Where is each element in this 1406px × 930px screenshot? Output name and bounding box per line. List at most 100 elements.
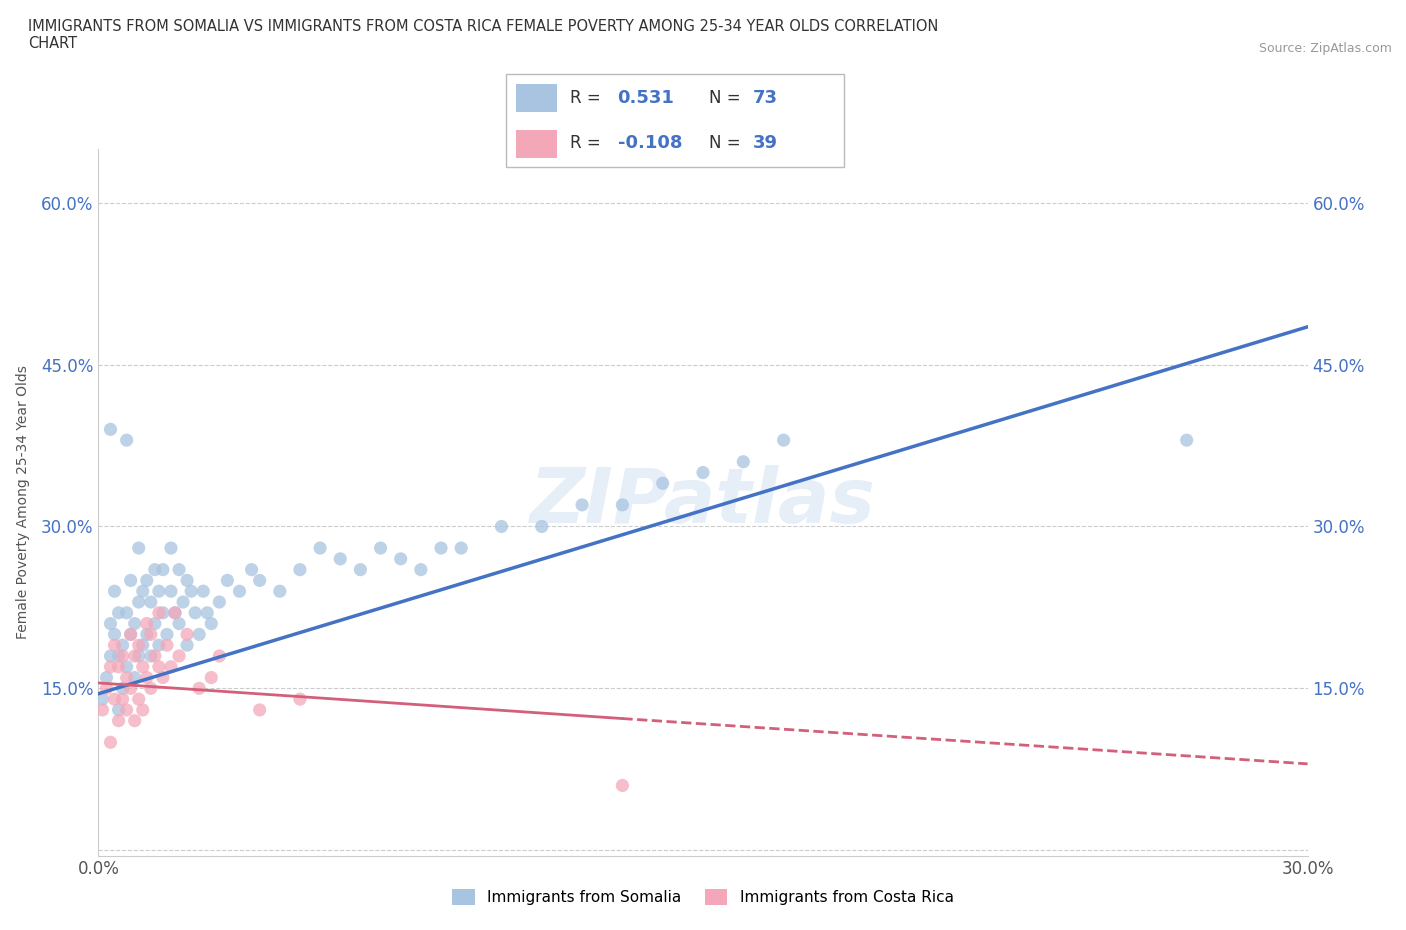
Point — [530, 519, 553, 534]
Point — [107, 659, 129, 674]
Point — [91, 692, 114, 707]
Point — [309, 540, 332, 555]
Point — [135, 617, 157, 631]
Point — [269, 584, 291, 599]
Point — [288, 563, 311, 578]
Text: R =: R = — [571, 88, 606, 107]
Point — [167, 617, 190, 631]
Point — [100, 617, 122, 631]
Point — [228, 584, 250, 599]
Point — [115, 432, 138, 447]
Text: IMMIGRANTS FROM SOMALIA VS IMMIGRANTS FROM COSTA RICA FEMALE POVERTY AMONG 25-34: IMMIGRANTS FROM SOMALIA VS IMMIGRANTS FR… — [28, 19, 938, 51]
Point — [188, 627, 211, 642]
Point — [132, 659, 155, 674]
Point — [288, 692, 311, 707]
Point — [115, 702, 138, 717]
Point — [148, 605, 170, 620]
Point — [96, 681, 118, 696]
Point — [100, 648, 122, 663]
Point — [115, 605, 138, 620]
Point — [135, 627, 157, 642]
Point — [100, 659, 122, 674]
Point — [143, 617, 166, 631]
Point — [132, 638, 155, 653]
Point — [156, 638, 179, 653]
Point — [200, 671, 222, 685]
Point — [100, 735, 122, 750]
Point — [240, 563, 263, 578]
Point — [612, 498, 634, 512]
Point — [188, 681, 211, 696]
Point — [143, 563, 166, 578]
Text: 39: 39 — [752, 134, 778, 153]
Point — [124, 617, 146, 631]
Point — [128, 648, 150, 663]
Point — [692, 465, 714, 480]
Point — [120, 573, 142, 588]
Point — [107, 713, 129, 728]
Point — [370, 540, 392, 555]
Point — [91, 702, 114, 717]
Text: N =: N = — [709, 88, 745, 107]
Point — [571, 498, 593, 512]
Point — [103, 584, 125, 599]
Point — [120, 627, 142, 642]
Point — [651, 476, 673, 491]
Point — [139, 648, 162, 663]
Legend: Immigrants from Somalia, Immigrants from Costa Rica: Immigrants from Somalia, Immigrants from… — [446, 884, 960, 911]
Point — [115, 671, 138, 685]
Point — [139, 627, 162, 642]
Point — [103, 692, 125, 707]
FancyBboxPatch shape — [516, 130, 557, 158]
Point — [132, 702, 155, 717]
Point — [128, 692, 150, 707]
Point — [111, 648, 134, 663]
Point — [349, 563, 371, 578]
Point — [111, 692, 134, 707]
Y-axis label: Female Poverty Among 25-34 Year Olds: Female Poverty Among 25-34 Year Olds — [15, 365, 30, 639]
Text: 73: 73 — [752, 88, 778, 107]
Point — [107, 648, 129, 663]
Point — [128, 594, 150, 609]
Point — [163, 605, 186, 620]
Point — [96, 671, 118, 685]
Point — [128, 540, 150, 555]
Point — [208, 594, 231, 609]
FancyBboxPatch shape — [516, 84, 557, 112]
Point — [180, 584, 202, 599]
Point — [100, 422, 122, 437]
Point — [1175, 432, 1198, 447]
Point — [217, 573, 239, 588]
Point — [152, 605, 174, 620]
Point — [612, 778, 634, 793]
Point — [733, 454, 755, 469]
Point — [160, 584, 183, 599]
Point — [329, 551, 352, 566]
Point — [124, 713, 146, 728]
Point — [124, 671, 146, 685]
Point — [160, 659, 183, 674]
Point — [208, 648, 231, 663]
Point — [450, 540, 472, 555]
Point — [135, 573, 157, 588]
Point — [148, 659, 170, 674]
Text: N =: N = — [709, 134, 745, 153]
Text: Source: ZipAtlas.com: Source: ZipAtlas.com — [1258, 42, 1392, 55]
Point — [160, 540, 183, 555]
Point — [163, 605, 186, 620]
Point — [148, 584, 170, 599]
Point — [120, 681, 142, 696]
Point — [128, 638, 150, 653]
Text: -0.108: -0.108 — [617, 134, 682, 153]
Point — [195, 605, 218, 620]
Point — [103, 627, 125, 642]
Point — [115, 659, 138, 674]
Point — [176, 638, 198, 653]
Point — [103, 638, 125, 653]
Point — [143, 648, 166, 663]
Text: ZIPatlas: ZIPatlas — [530, 465, 876, 539]
Point — [152, 671, 174, 685]
Point — [139, 594, 162, 609]
Point — [193, 584, 215, 599]
Point — [111, 681, 134, 696]
